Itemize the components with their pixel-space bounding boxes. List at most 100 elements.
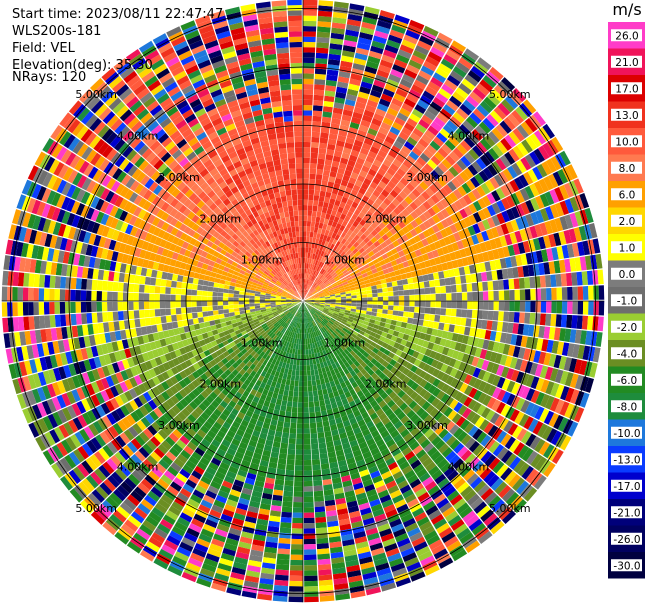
velocity-gate xyxy=(495,124,508,138)
velocity-gate xyxy=(491,127,504,141)
velocity-gate xyxy=(391,97,404,108)
velocity-gate xyxy=(385,154,395,163)
velocity-gate xyxy=(452,91,466,104)
velocity-gate xyxy=(340,244,347,251)
velocity-gate xyxy=(295,449,303,455)
velocity-gate xyxy=(292,517,303,524)
velocity-gate xyxy=(421,238,429,247)
velocity-gate xyxy=(514,230,523,243)
velocity-gate xyxy=(491,270,498,281)
velocity-gate xyxy=(370,236,378,244)
velocity-gate xyxy=(352,62,366,71)
velocity-gate xyxy=(319,296,325,299)
velocity-gate xyxy=(381,210,390,218)
velocity-gate xyxy=(456,107,469,120)
velocity-gate xyxy=(281,506,293,513)
velocity-gate xyxy=(340,238,347,245)
velocity-gate xyxy=(308,274,312,280)
velocity-gate xyxy=(510,255,518,267)
velocity-gate xyxy=(403,311,409,318)
velocity-gate xyxy=(303,31,316,37)
velocity-gate xyxy=(388,73,402,84)
velocity-gate xyxy=(289,575,303,582)
velocity-gate xyxy=(413,79,427,90)
velocity-gate xyxy=(345,290,351,295)
velocity-gate xyxy=(314,73,326,80)
velocity-gate xyxy=(348,251,355,258)
velocity-gate xyxy=(420,167,430,177)
velocity-gate xyxy=(507,165,518,179)
velocity-gate xyxy=(305,290,308,296)
velocity-gate xyxy=(275,569,289,576)
velocity-gate xyxy=(494,84,508,99)
velocity-gate xyxy=(376,255,384,262)
velocity-gate xyxy=(554,187,565,202)
velocity-gate xyxy=(375,185,384,194)
velocity-gate xyxy=(303,333,305,340)
velocity-gate xyxy=(309,301,315,303)
velocity-gate xyxy=(468,264,476,274)
velocity-gate xyxy=(303,402,309,408)
velocity-gate xyxy=(364,65,378,75)
velocity-gate xyxy=(553,327,561,341)
velocity-gate xyxy=(354,162,363,170)
velocity-gate xyxy=(499,120,512,134)
velocity-gate xyxy=(312,115,322,122)
velocity-gate xyxy=(386,193,395,202)
velocity-gate xyxy=(358,266,365,272)
velocity-gate xyxy=(303,83,314,90)
velocity-gate xyxy=(387,305,394,311)
velocity-gate xyxy=(319,452,328,460)
velocity-gate xyxy=(313,294,320,298)
velocity-gate xyxy=(530,301,536,313)
velocity-gate xyxy=(317,432,325,439)
velocity-gate xyxy=(303,360,307,366)
velocity-gate xyxy=(538,145,550,160)
velocity-gate xyxy=(340,276,347,282)
velocity-gate xyxy=(340,231,347,239)
velocity-gate xyxy=(327,58,341,66)
velocity-gate xyxy=(307,380,312,387)
velocity-gate xyxy=(343,246,350,253)
velocity-gate xyxy=(323,218,330,225)
velocity-gate xyxy=(303,47,316,53)
velocity-gate xyxy=(304,298,310,301)
velocity-gate xyxy=(358,277,365,283)
velocity-gate xyxy=(282,394,288,401)
velocity-gate xyxy=(326,149,335,156)
velocity-gate xyxy=(337,283,344,288)
velocity-gate xyxy=(429,76,444,88)
velocity-gate xyxy=(297,349,301,355)
velocity-gate xyxy=(337,218,344,225)
velocity-gate xyxy=(456,159,468,171)
velocity-gate xyxy=(419,288,426,295)
velocity-gate xyxy=(334,289,340,293)
velocity-gate xyxy=(295,370,300,376)
velocity-gate xyxy=(307,385,313,392)
velocity-gate xyxy=(427,125,439,136)
velocity-gate xyxy=(396,316,403,322)
velocity-gate xyxy=(389,210,398,219)
velocity-gate xyxy=(360,269,367,275)
velocity-gate xyxy=(277,393,284,400)
velocity-gate xyxy=(338,162,347,170)
velocity-gate xyxy=(379,259,386,266)
velocity-gate xyxy=(361,307,367,311)
velocity-gate xyxy=(456,258,464,268)
velocity-gate xyxy=(319,298,326,301)
velocity-gate xyxy=(536,163,548,178)
velocity-gate xyxy=(366,307,373,312)
velocity-gate xyxy=(335,295,341,298)
velocity-gate xyxy=(322,169,331,177)
velocity-gate xyxy=(368,168,377,177)
velocity-gate xyxy=(309,173,316,180)
velocity-gate xyxy=(381,264,388,271)
velocity-gate xyxy=(541,249,549,262)
velocity-gate xyxy=(317,558,331,565)
velocity-gate xyxy=(513,176,525,190)
velocity-gate xyxy=(360,207,369,215)
velocity-gate xyxy=(477,253,485,263)
velocity-gate xyxy=(314,259,319,266)
velocity-gate xyxy=(425,294,431,301)
velocity-gate xyxy=(503,290,510,301)
